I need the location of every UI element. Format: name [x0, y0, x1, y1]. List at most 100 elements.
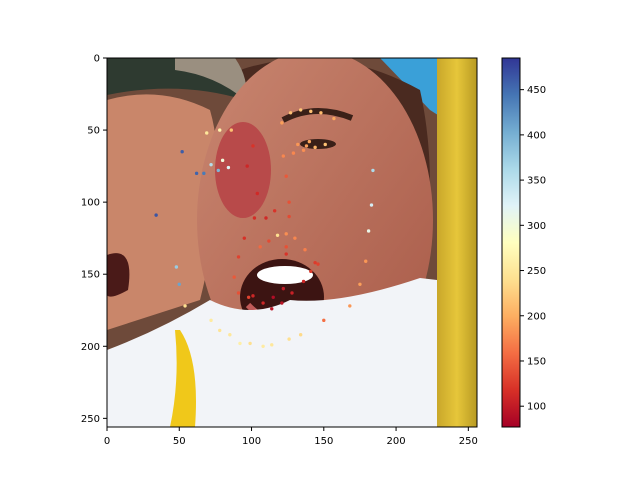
scatter-point-8: [236, 255, 241, 259]
scatter-point-62: [216, 168, 220, 173]
scatter-point-2: [229, 128, 233, 132]
scatter-point-52: [358, 282, 362, 287]
scatter-point-39: [275, 233, 280, 237]
scatter-point-15: [290, 291, 294, 295]
scatter-point-7: [242, 236, 247, 240]
scatter-point-48: [313, 260, 317, 265]
colorbar-axis: 100 150 200 250 300 350 400 450: [520, 85, 546, 413]
scatter-point-0: [205, 131, 209, 135]
scatter-point-76: [298, 333, 303, 337]
scatter-point-72: [248, 341, 252, 346]
y-tick-label-0: 0: [94, 54, 100, 65]
scatter-point-63: [220, 158, 225, 163]
scatter-point-22: [319, 111, 323, 115]
colorbar-tick-label-7: 450: [527, 85, 546, 96]
scatter-point-33: [287, 200, 291, 204]
scatter-point-4: [245, 164, 249, 168]
scatter-point-18: [280, 121, 284, 125]
scatter-point-1: [218, 128, 222, 132]
x-tick-label-4: 200: [387, 436, 406, 447]
scatter-point-43: [284, 245, 288, 249]
scatter-point-70: [228, 333, 232, 337]
scatter-point-9: [232, 275, 236, 279]
scatter-point-30: [296, 142, 300, 147]
colorbar: [502, 58, 520, 427]
x-tick-label-2: 100: [242, 436, 261, 447]
scatter-point-16: [301, 279, 306, 284]
scatter-point-29: [323, 142, 327, 147]
scatter-points: [154, 108, 375, 348]
scatter-point-36: [287, 214, 291, 219]
scatter-point-11: [246, 295, 251, 299]
scatter-point-12: [261, 301, 265, 305]
scatter-point-56: [371, 168, 375, 173]
scatter-point-53: [364, 259, 368, 263]
scatter-point-50: [322, 318, 326, 323]
x-tick-label-1: 50: [173, 436, 186, 447]
scatter-point-60: [154, 213, 158, 217]
scatter-point-44: [284, 252, 288, 256]
scatter-point-35: [264, 216, 268, 220]
scatter-point-21: [309, 109, 313, 114]
colorbar-tick-label-2: 200: [527, 311, 546, 322]
scatter-point-66: [177, 282, 181, 287]
scatter-point-67: [183, 304, 187, 308]
scatter-point-26: [301, 148, 306, 152]
scatter-point-45: [271, 295, 275, 299]
x-tick-label-5: 250: [459, 436, 478, 447]
scatter-point-5: [255, 191, 260, 196]
scatter-point-14: [280, 301, 284, 305]
colorbar-tick-label-0: 100: [527, 402, 546, 413]
colorbar-tick-label-6: 400: [527, 130, 546, 141]
colorbar-tick-label-5: 350: [527, 176, 546, 187]
y-axis: 0 50 100 150 200 250: [81, 54, 107, 425]
scatter-point-37: [267, 239, 271, 243]
scatter-point-75: [287, 337, 291, 341]
scatter-point-23: [332, 116, 336, 121]
scatter-point-68: [209, 318, 213, 323]
colorbar-frame: [501, 57, 521, 428]
scatter-point-47: [251, 294, 255, 298]
scatter-point-3: [251, 144, 255, 148]
scatter-point-46: [281, 286, 286, 291]
colorbar-tick-label-3: 250: [527, 266, 546, 277]
scatter-point-31: [304, 144, 309, 148]
scatter-point-28: [313, 145, 317, 150]
scatter-point-64: [226, 165, 231, 170]
background-image: [107, 58, 477, 427]
axes-frame: [106, 57, 478, 428]
scatter-point-65: [174, 265, 179, 269]
scatter-point-58: [194, 171, 199, 176]
scatter-point-13: [270, 307, 274, 311]
scatter-point-19: [288, 111, 293, 115]
scatter-point-32: [284, 174, 288, 178]
x-tick-label-3: 150: [314, 436, 333, 447]
scatter-point-49: [316, 262, 320, 266]
y-tick-label-3: 150: [81, 270, 100, 281]
scatter-point-42: [303, 248, 307, 252]
scatter-point-41: [293, 236, 297, 240]
scatter-point-61: [209, 162, 213, 167]
scatter-point-55: [369, 203, 374, 207]
scatter-point-59: [202, 171, 206, 176]
x-tick-label-0: 0: [104, 436, 110, 447]
scatter-point-73: [261, 344, 265, 348]
colorbar-tick-label-1: 150: [527, 356, 546, 367]
y-tick-label-1: 50: [87, 126, 100, 137]
y-tick-label-4: 200: [81, 342, 100, 353]
scatter-point-69: [218, 328, 222, 333]
y-tick-label-5: 250: [81, 414, 100, 425]
scatter-point-17: [309, 269, 313, 274]
scatter-point-40: [284, 232, 288, 236]
scatter-point-57: [180, 149, 184, 154]
scatter-point-51: [348, 304, 352, 308]
scatter-point-38: [258, 245, 262, 249]
scatter-point-25: [291, 151, 296, 155]
scatter-point-34: [272, 209, 277, 213]
scatter-point-20: [298, 108, 303, 112]
y-tick-label-2: 100: [81, 198, 100, 209]
colorbar-tick-label-4: 300: [527, 221, 546, 232]
scatter-point-74: [270, 343, 274, 347]
scatter-point-6: [252, 216, 257, 220]
